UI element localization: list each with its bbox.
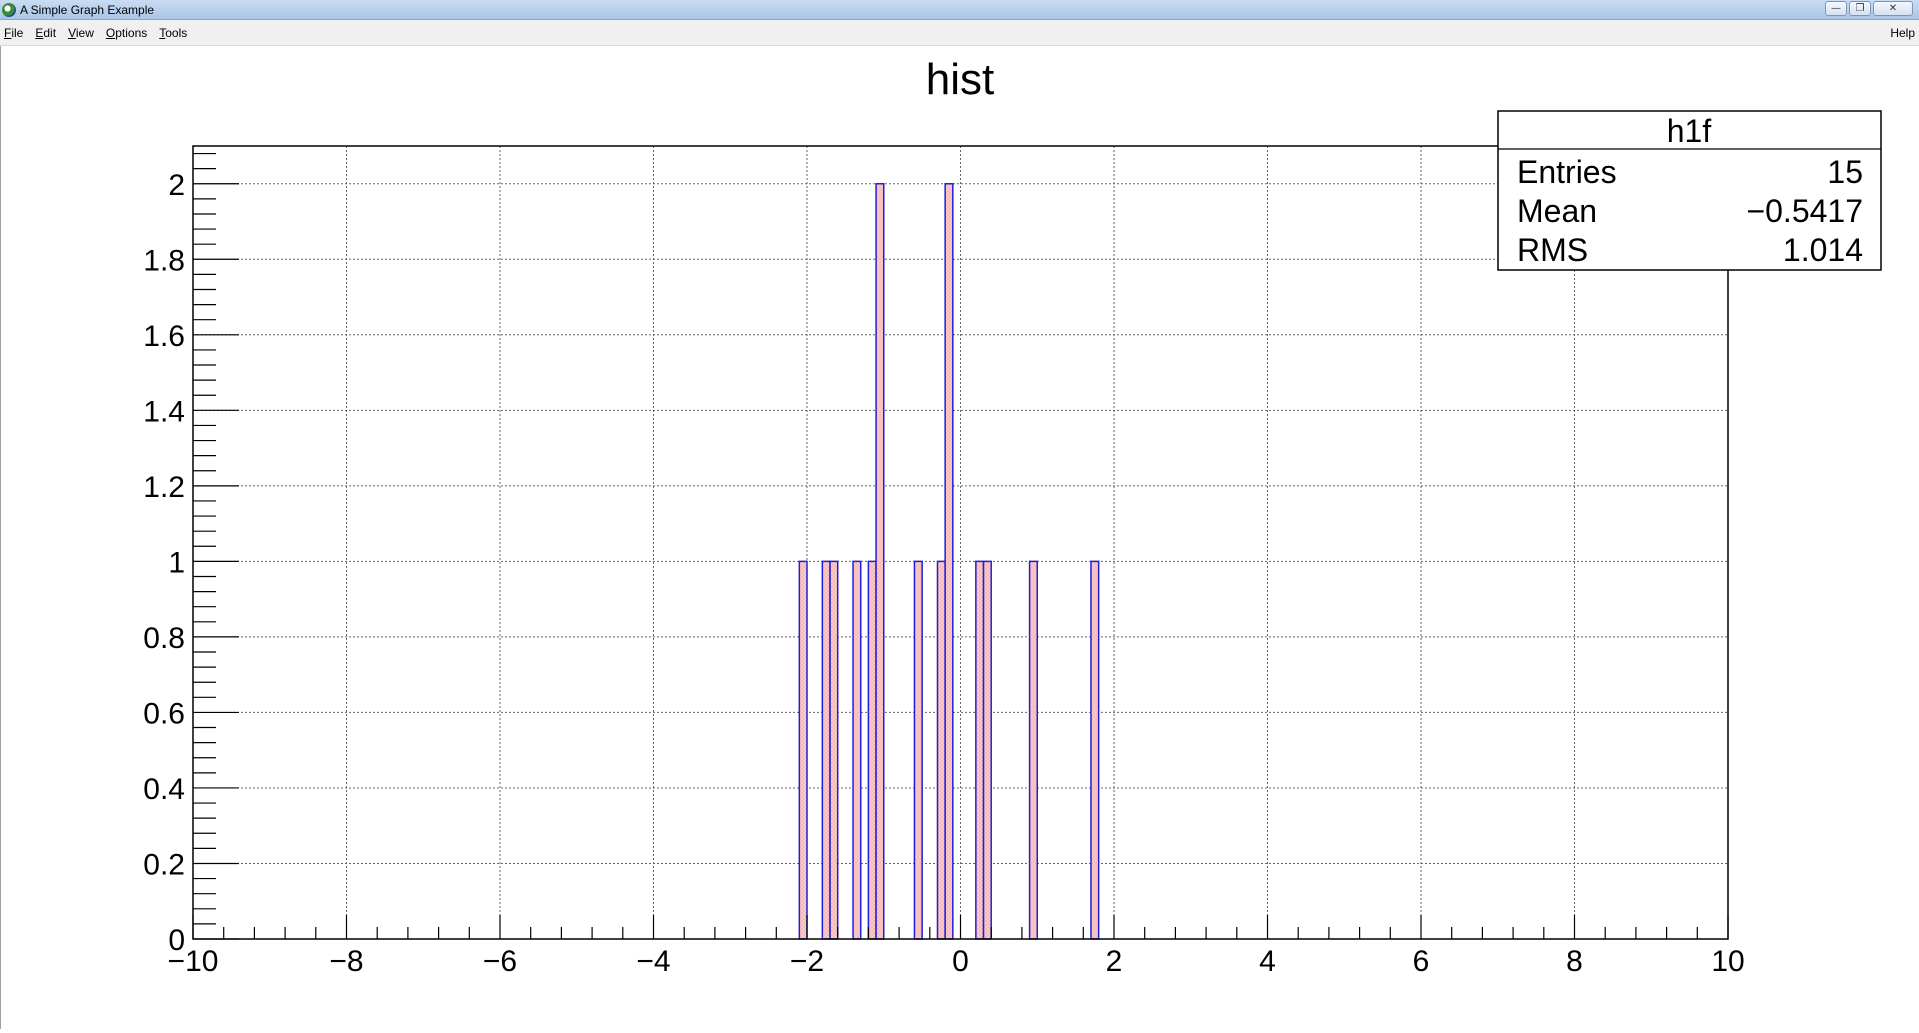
x-tick-label: −8 (329, 945, 363, 978)
x-tick-label: −6 (483, 945, 517, 978)
chart-title: hist (926, 55, 994, 104)
grid-lines (193, 146, 1728, 939)
x-tick-label: 2 (1106, 945, 1123, 978)
x-tick-label: −4 (636, 945, 670, 978)
x-axis: −10 −8 −6 −4 −2 0 2 4 6 8 10 (168, 915, 1745, 978)
x-tick-label: −2 (790, 945, 824, 978)
y-tick-label: 2 (168, 169, 185, 202)
menu-help[interactable]: Help (1890, 26, 1915, 40)
histogram-bar (975, 560, 985, 940)
root-app-icon (2, 3, 16, 17)
stats-box-name: h1f (1667, 113, 1712, 149)
histogram-bar (913, 560, 923, 940)
stats-label-mean: Mean (1517, 193, 1597, 229)
stats-value-mean: −0.5417 (1746, 193, 1863, 229)
histogram-chart: hist −10 −8 −6 −4 −2 0 2 4 6 8 10 0 0.2 0.4 0.6 0.8 1 1.… (143, 55, 1882, 978)
x-tick-label: 8 (1566, 945, 1583, 978)
histogram-bar (867, 560, 877, 940)
x-tick-label: 6 (1413, 945, 1430, 978)
x-tick-label: 4 (1259, 945, 1276, 978)
histogram-bar (829, 560, 839, 940)
histogram-bar (875, 183, 885, 940)
histogram-bar (852, 560, 862, 940)
minimize-icon[interactable]: — (1825, 1, 1847, 16)
stats-value-rms: 1.014 (1783, 232, 1863, 268)
histogram-bar (1090, 560, 1100, 940)
y-tick-label: 1.8 (143, 244, 185, 277)
y-tick-label: 1.4 (143, 395, 185, 428)
stats-label-rms: RMS (1517, 232, 1588, 268)
y-tick-label: 0.6 (143, 697, 185, 730)
window-titlebar: A Simple Graph Example — ❐ ✕ (0, 0, 1919, 20)
histogram-bar (798, 560, 808, 940)
menu-file[interactable]: File (4, 26, 24, 40)
menu-options[interactable]: Options (105, 26, 148, 40)
x-tick-label: 10 (1711, 945, 1744, 978)
stats-label-entries: Entries (1517, 154, 1617, 190)
histogram-bar (936, 560, 946, 940)
y-tick-label: 0.4 (143, 773, 185, 806)
y-tick-label: 1 (168, 546, 185, 579)
root-canvas[interactable]: hist −10 −8 −6 −4 −2 0 2 4 6 8 10 0 0.2 0.4 0.6 0.8 1 1.… (0, 46, 1919, 1029)
histogram-bar (821, 560, 831, 940)
y-tick-label: 0 (168, 924, 185, 957)
menu-view[interactable]: View (68, 26, 94, 40)
window-title: A Simple Graph Example (20, 3, 155, 17)
y-axis: 0 0.2 0.4 0.6 0.8 1 1.2 1.4 1.6 1.8 2 (143, 152, 239, 957)
menu-edit[interactable]: Edit (35, 26, 57, 40)
stats-box[interactable]: h1f Entries 15 Mean −0.5417 RMS 1.014 (1497, 110, 1882, 271)
histogram-bar (944, 183, 954, 940)
menu-tools[interactable]: Tools (159, 26, 188, 40)
histogram-bar (982, 560, 992, 940)
y-tick-label: 1.6 (143, 320, 185, 353)
x-tick-label: 0 (952, 945, 969, 978)
stats-value-entries: 15 (1827, 154, 1863, 190)
y-tick-label: 0.2 (143, 848, 185, 881)
window-controls: — ❐ ✕ (1825, 1, 1913, 16)
y-tick-label: 0.8 (143, 622, 185, 655)
histogram-bar (1028, 560, 1038, 940)
x-tick-label: −10 (168, 945, 219, 978)
menu-bar: File Edit View Options Tools Help (0, 20, 1919, 46)
restore-icon[interactable]: ❐ (1849, 1, 1871, 16)
y-tick-label: 1.2 (143, 471, 185, 504)
close-icon[interactable]: ✕ (1873, 1, 1913, 16)
